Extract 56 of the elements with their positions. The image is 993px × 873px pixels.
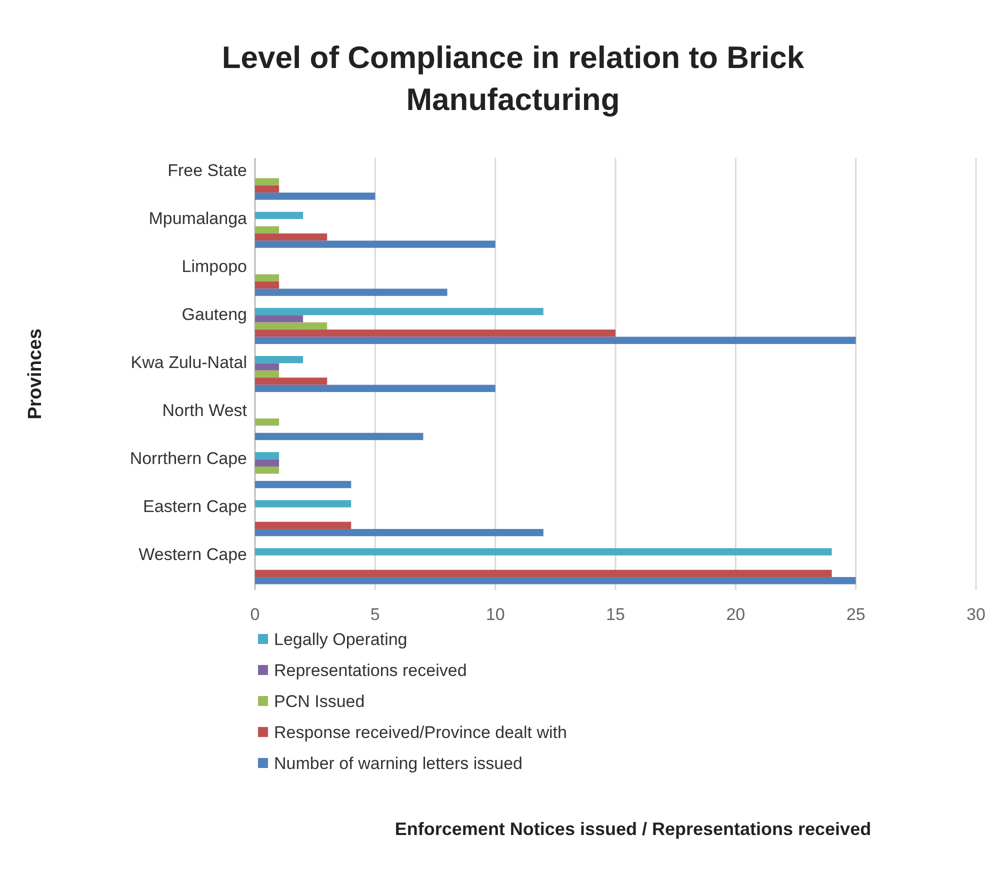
bar [255, 459, 280, 467]
bar [255, 378, 328, 385]
bar [255, 356, 304, 364]
x-tick-label: 0 [250, 605, 260, 624]
x-tick-label: 20 [726, 605, 746, 624]
bar [255, 240, 496, 248]
y-tick-label: Gauteng [182, 304, 247, 324]
legend-label: Number of warning letters issued [274, 754, 523, 773]
x-tick-label: 10 [486, 605, 505, 624]
bar [255, 226, 280, 234]
bar [255, 363, 280, 370]
bar [255, 233, 328, 241]
bar [255, 281, 280, 289]
x-tick-label: 30 [966, 605, 986, 624]
bar [255, 577, 856, 584]
y-tick-label: Free State [168, 160, 247, 180]
bar [255, 548, 832, 556]
bar [255, 288, 448, 296]
bar [255, 322, 328, 330]
legend-label: Legally Operating [274, 630, 408, 649]
bar [255, 522, 352, 529]
bar [255, 308, 544, 316]
bar [255, 336, 856, 344]
y-tick-label: Western Cape [138, 545, 247, 564]
y-tick-label: Limpopo [182, 256, 247, 276]
x-tick-label: 15 [606, 605, 625, 624]
bar [255, 528, 544, 536]
bar [255, 178, 280, 186]
y-tick-label: Eastern Cape [143, 497, 247, 516]
legend-label: Response received/Province dealt with [274, 723, 567, 742]
text: Enforcement Notices issued / Representations received [394, 819, 872, 839]
y-tick-label: North West [162, 401, 248, 420]
y-tick-label: Norrthern Cape [130, 449, 247, 468]
x-tick-label: 25 [846, 605, 866, 624]
y-tick-label: Mpumalanga [148, 208, 248, 228]
bar [255, 274, 280, 282]
legend-label: Representations received [274, 661, 467, 680]
y-tick-label: Kwa Zulu-Natal [130, 352, 247, 372]
legend-label: PCN Issued [274, 692, 365, 711]
y-axis-title: Provinces [25, 328, 46, 420]
bar [255, 315, 304, 322]
bar [255, 185, 280, 193]
bar [255, 500, 352, 508]
x-tick-label: 5 [370, 605, 380, 624]
bar [255, 418, 280, 426]
bar [255, 452, 280, 460]
chart-title: Level of Compliance in relation to Brick Manufacturing [222, 40, 805, 117]
bar [255, 192, 376, 200]
bar [255, 384, 496, 392]
bar [255, 480, 352, 488]
bar [255, 570, 832, 578]
bar [255, 370, 280, 378]
bar [255, 432, 424, 440]
bar [255, 330, 616, 337]
bar [255, 212, 304, 220]
bar [255, 466, 280, 474]
